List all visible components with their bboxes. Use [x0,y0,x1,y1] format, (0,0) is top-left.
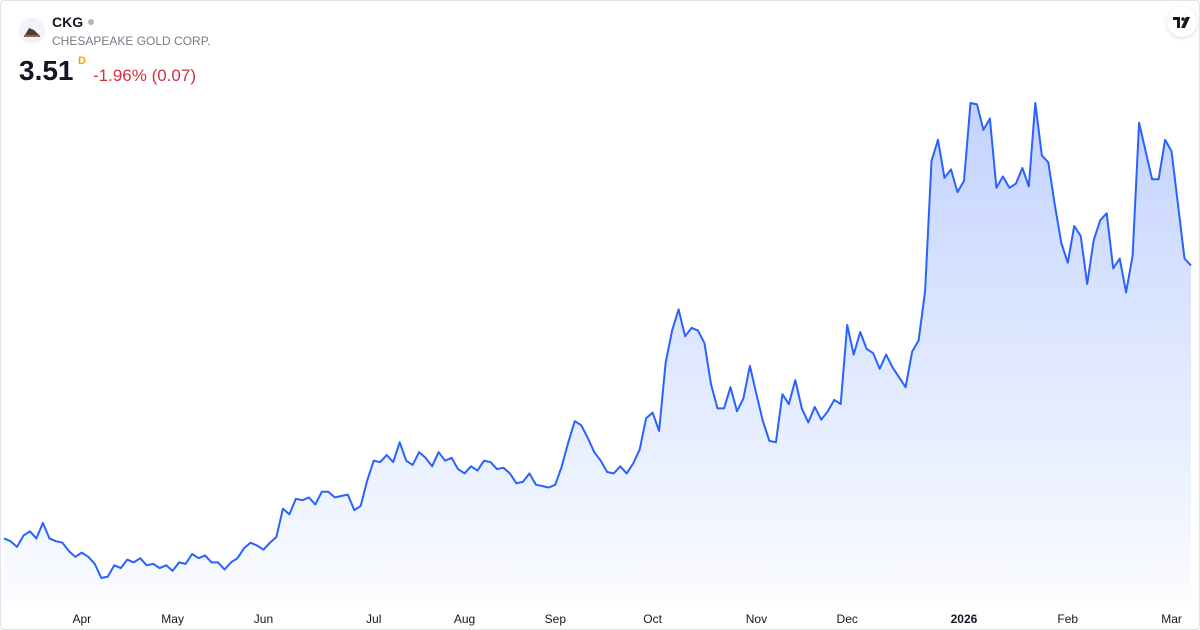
x-tick-label: Apr [72,612,91,626]
x-tick-label: Feb [1057,612,1078,626]
company-name: CHESAPEAKE GOLD CORP. [52,34,211,48]
x-tick-label: Oct [643,612,662,626]
x-tick-label: Dec [837,612,858,626]
x-tick-label: Sep [545,612,567,626]
price: 3.51 [19,55,74,86]
logo-icon [24,28,40,37]
price-change: -1.96% (0.07) [93,66,196,85]
status-dot [88,19,95,25]
x-tick-label: Jun [254,612,273,626]
company-logo [19,18,45,44]
x-tick-label: May [161,612,184,626]
x-tick-label: Aug [454,612,475,626]
price-line [3,102,1192,579]
symbol: CKG [52,14,84,30]
area-fill [4,103,1191,601]
symbol-row: CKG [52,14,95,30]
tradingview-logo[interactable] [1167,7,1197,37]
x-tick-label: Nov [746,612,767,626]
x-tick-label: 2026 [951,612,978,626]
interval: D [78,55,86,67]
x-tick-label: Mar [1161,612,1182,626]
tv-icon [1173,17,1190,28]
x-tick-label: Jul [366,612,381,626]
